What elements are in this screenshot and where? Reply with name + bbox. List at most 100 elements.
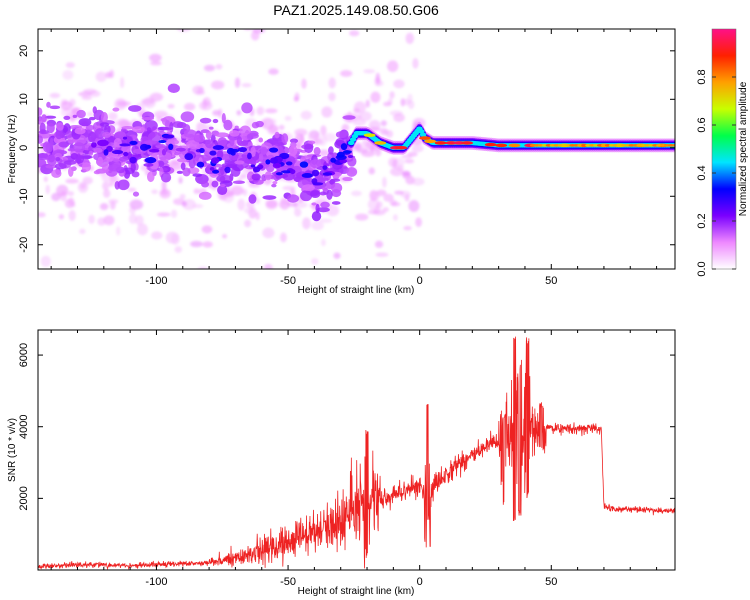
heatmap-cell bbox=[270, 157, 278, 164]
spectrogram-y-tick-label: -10 bbox=[18, 188, 30, 204]
colorbar-tick-label: 0.2 bbox=[696, 213, 708, 228]
heatmap-cell bbox=[151, 189, 158, 195]
heatmap-cell bbox=[349, 137, 357, 142]
heatmap-cell bbox=[74, 155, 85, 164]
colorbar-tick-label: 0.4 bbox=[696, 165, 708, 180]
heatmap-cell bbox=[100, 111, 108, 123]
heatmap-cell bbox=[239, 125, 251, 136]
heatmap-marks bbox=[38, 9, 675, 278]
heatmap-cell bbox=[236, 136, 243, 146]
spectrogram-x-tick-label: -100 bbox=[145, 275, 167, 287]
snr-y-tick-label: 4000 bbox=[18, 414, 30, 438]
heatmap-cell bbox=[241, 102, 253, 114]
heatmap-cell bbox=[672, 143, 675, 147]
snr-y-tick-label: 2000 bbox=[18, 486, 30, 510]
snr-x-label: Height of straight line (km) bbox=[298, 586, 415, 597]
snr-panel: -100 -50 0 50 2000 4000 6000 Height of straigh… bbox=[7, 329, 676, 597]
heatmap-cell bbox=[290, 169, 296, 175]
heatmap-cell bbox=[412, 58, 419, 69]
heatmap-cell bbox=[262, 195, 277, 200]
heatmap-cell bbox=[211, 157, 220, 164]
heatmap-cell bbox=[301, 78, 307, 89]
heatmap-cell bbox=[197, 86, 204, 94]
heatmap-cell bbox=[281, 170, 292, 174]
heatmap-cell bbox=[181, 138, 186, 143]
colorbar-label: Normalized spectral amplitude bbox=[738, 81, 749, 216]
heatmap-cell bbox=[241, 83, 252, 88]
heatmap-cell bbox=[347, 154, 354, 159]
heatmap-cell bbox=[220, 183, 226, 188]
heatmap-cell bbox=[131, 126, 145, 133]
heatmap-cell bbox=[322, 165, 328, 170]
heatmap-cell bbox=[148, 53, 162, 62]
heatmap-cell bbox=[380, 120, 387, 127]
heatmap-cell bbox=[205, 131, 212, 140]
heatmap-cell bbox=[162, 127, 173, 131]
heatmap-cell bbox=[164, 119, 171, 129]
heatmap-cell bbox=[144, 9, 150, 14]
heatmap-cell bbox=[55, 156, 61, 162]
heatmap-cell bbox=[288, 145, 298, 156]
heatmap-cell bbox=[349, 30, 360, 37]
heatmap-cell bbox=[46, 122, 55, 134]
heatmap-cell bbox=[156, 212, 171, 217]
heatmap-cell bbox=[286, 194, 300, 203]
heatmap-cell bbox=[180, 111, 195, 123]
heatmap-cell bbox=[93, 170, 101, 175]
heatmap-cell bbox=[216, 272, 224, 278]
heatmap-cell bbox=[78, 118, 92, 127]
heatmap-cell bbox=[193, 134, 206, 143]
heatmap-cell bbox=[116, 118, 129, 127]
heatmap-cell bbox=[237, 198, 246, 211]
heatmap-cell bbox=[268, 68, 279, 75]
heatmap-cell bbox=[58, 141, 70, 148]
heatmap-cell bbox=[368, 167, 376, 175]
heatmap-cell bbox=[307, 140, 316, 145]
heatmap-cell bbox=[287, 202, 298, 207]
heatmap-cell bbox=[174, 246, 183, 253]
heatmap-cell bbox=[403, 225, 412, 231]
heatmap-cell bbox=[296, 137, 302, 145]
heatmap-cell bbox=[396, 164, 404, 172]
heatmap-cell bbox=[269, 147, 279, 153]
heatmap-cell bbox=[374, 141, 387, 145]
heatmap-cell bbox=[167, 83, 180, 94]
snr-x-tick-label: -100 bbox=[145, 576, 167, 588]
heatmap-cell bbox=[264, 171, 272, 181]
heatmap-cell bbox=[121, 144, 131, 154]
heatmap-cell bbox=[274, 131, 280, 139]
heatmap-cell bbox=[393, 79, 405, 89]
heatmap-cell bbox=[234, 77, 241, 89]
heatmap-cell bbox=[461, 141, 474, 145]
heatmap-cell bbox=[419, 132, 427, 137]
heatmap-cell bbox=[434, 141, 447, 145]
heatmap-cell bbox=[161, 148, 167, 156]
heatmap-cell bbox=[120, 76, 125, 89]
heatmap-cell bbox=[54, 162, 67, 170]
spectrogram-y-tick-label: 0 bbox=[18, 145, 30, 151]
heatmap-cell bbox=[212, 169, 220, 174]
heatmap-cell bbox=[242, 188, 248, 196]
heatmap-cell bbox=[54, 152, 63, 159]
heatmap-cell bbox=[65, 62, 75, 68]
heatmap-cell bbox=[171, 233, 180, 245]
snr-x-tick-label: -50 bbox=[280, 576, 296, 588]
heatmap-cell bbox=[252, 166, 261, 173]
heatmap-cell bbox=[117, 179, 130, 191]
heatmap-cell bbox=[229, 136, 235, 147]
heatmap-cell bbox=[178, 176, 183, 184]
heatmap-cell bbox=[388, 157, 398, 168]
heatmap-cell bbox=[301, 173, 313, 178]
heatmap-cell bbox=[282, 185, 296, 191]
heatmap-cell bbox=[60, 108, 73, 117]
heatmap-cell bbox=[49, 92, 61, 99]
heatmap-cell bbox=[217, 108, 223, 119]
heatmap-cell bbox=[203, 96, 211, 107]
heatmap-cell bbox=[239, 173, 247, 179]
heatmap-cell bbox=[315, 203, 320, 214]
colorbar: 0.0 0.2 0.4 0.6 0.8 Normalized spectral ampl… bbox=[696, 28, 749, 277]
heatmap-cell bbox=[38, 129, 50, 135]
heatmap-cell bbox=[320, 201, 330, 209]
heatmap-cell bbox=[405, 32, 415, 45]
spectrogram-y-label: Frequency (Hz) bbox=[7, 115, 18, 184]
